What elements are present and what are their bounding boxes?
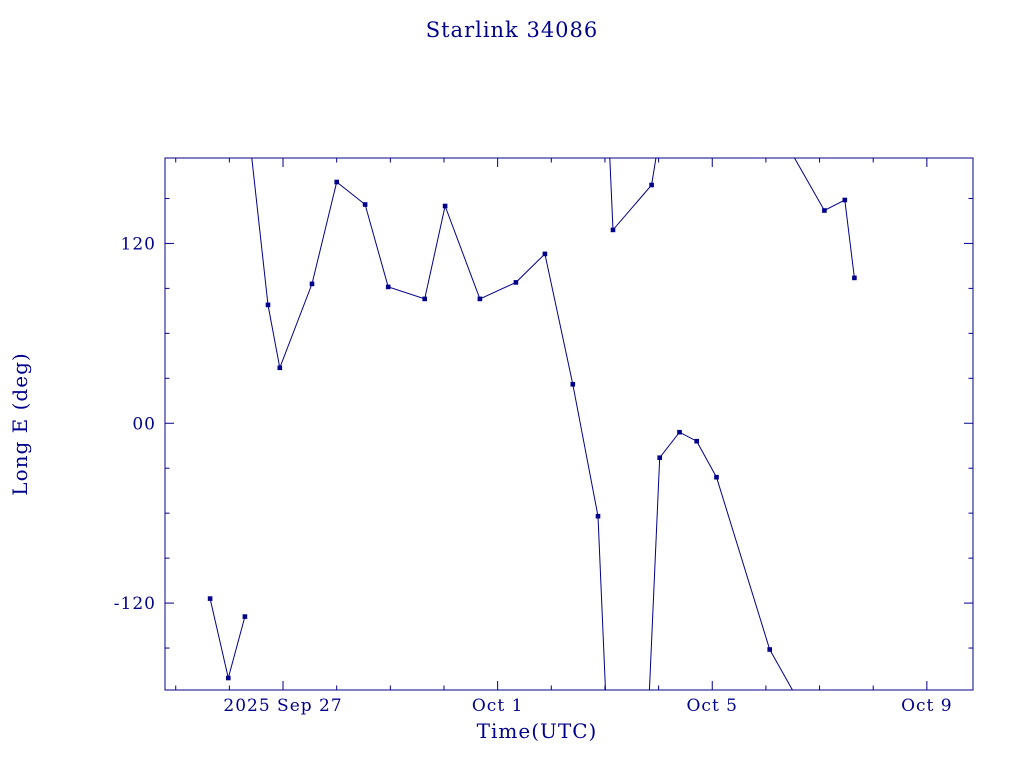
svg-text:Oct 5: Oct 5 bbox=[686, 696, 738, 716]
svg-text:Oct 9: Oct 9 bbox=[901, 696, 953, 716]
svg-text:-120: -120 bbox=[114, 594, 156, 614]
svg-text:Oct 1: Oct 1 bbox=[472, 696, 524, 716]
svg-text:2025 Sep 27: 2025 Sep 27 bbox=[223, 696, 342, 716]
chart-title: Starlink 34086 bbox=[425, 18, 599, 42]
svg-text:120: 120 bbox=[121, 234, 156, 254]
x-axis-label: Time(UTC) bbox=[476, 719, 598, 743]
svg-text:00: 00 bbox=[132, 414, 156, 434]
